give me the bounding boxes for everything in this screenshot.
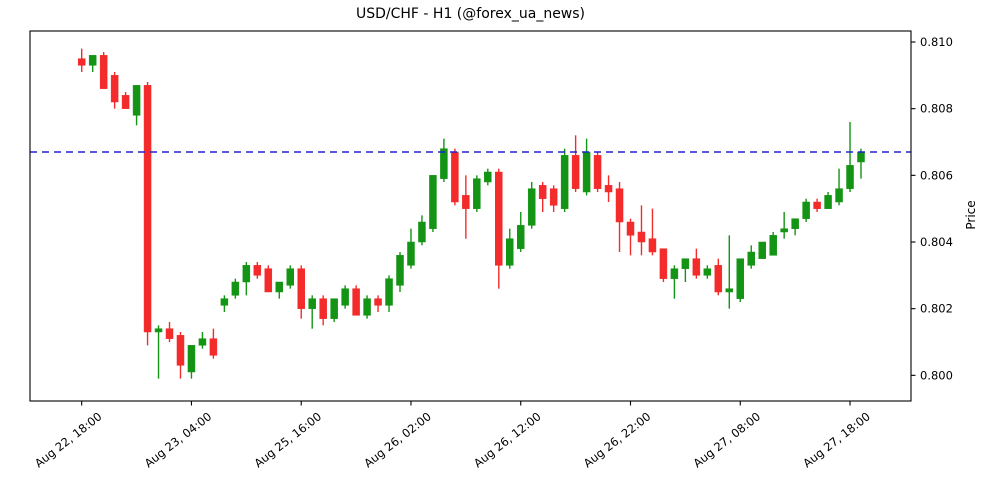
candle-down (615, 188, 624, 223)
candle-down (593, 155, 602, 189)
candle-down (77, 58, 86, 66)
candle-up (275, 281, 284, 293)
candle-up (308, 298, 316, 309)
candle-up (780, 228, 788, 233)
candle-down (319, 298, 327, 319)
time-tick-label: Aug 22, 18:00 (32, 409, 105, 470)
candle-up (582, 151, 591, 193)
candle-up (429, 175, 437, 229)
price-tick-label: 0.806 (920, 168, 953, 182)
candle-up (725, 288, 734, 293)
candle-down (110, 75, 119, 103)
candle-up (846, 165, 854, 189)
candle-up (440, 148, 448, 179)
candle-up (407, 241, 415, 266)
candle-down (264, 268, 273, 293)
candle-down (143, 85, 152, 333)
time-tick-label: Aug 23, 04:00 (142, 409, 215, 470)
candle-up (330, 298, 338, 319)
candle-down (253, 265, 262, 276)
candle-down (648, 238, 657, 253)
time-tick-label: Aug 26, 22:00 (581, 409, 654, 470)
candle-up (769, 235, 777, 256)
candle-down (99, 55, 108, 89)
candle-down (495, 171, 503, 266)
chart-title: USD/CHF - H1 (@forex_ua_news) (355, 6, 586, 22)
time-tick-label: Aug 25, 16:00 (251, 409, 324, 470)
candle-up (560, 155, 569, 209)
time-tick-label: Aug 26, 12:00 (471, 409, 544, 470)
candle-up (758, 241, 766, 259)
price-tick-label: 0.802 (920, 302, 953, 316)
candle-down (549, 188, 558, 206)
candle-up (396, 255, 404, 286)
candle-down (604, 185, 613, 193)
price-tick-label: 0.810 (920, 35, 953, 49)
candle-up (187, 345, 196, 373)
candle-up (132, 85, 141, 116)
candle-down (637, 231, 646, 243)
candle-up (341, 288, 349, 306)
candle-down (165, 328, 174, 339)
candle-down (297, 268, 305, 309)
candle-up (506, 238, 514, 266)
candle-up (835, 188, 843, 203)
candle-down (659, 248, 668, 279)
candle-up (385, 278, 393, 306)
candle-down (626, 221, 635, 236)
candle-up (703, 268, 712, 276)
plot-border (29, 30, 912, 402)
price-axis-label: Price (964, 200, 978, 230)
candle-down (813, 201, 821, 209)
candle-up (473, 178, 481, 209)
candle-down (538, 185, 547, 199)
candle-up (88, 55, 97, 66)
candle-up (736, 258, 745, 299)
candle-down (374, 298, 382, 306)
candle-down (176, 335, 185, 366)
time-tick-label: Aug 27, 18:00 (800, 409, 873, 470)
candle-up (681, 258, 690, 269)
price-tick-label: 0.800 (920, 368, 953, 382)
candle-down (121, 95, 130, 109)
candle-up (516, 225, 525, 249)
candle-down (462, 195, 470, 209)
candle-down (714, 265, 723, 293)
price-tick-label: 0.808 (920, 102, 953, 116)
candle-down (352, 288, 360, 316)
candle-up (418, 221, 426, 243)
time-tick-label: Aug 27, 08:00 (690, 409, 763, 470)
candle-up (857, 151, 865, 163)
time-tick-label: Aug 26, 02:00 (361, 409, 434, 470)
candle-down (571, 155, 580, 189)
candle-up (527, 188, 536, 226)
candle-up (242, 265, 251, 283)
candle-up (154, 328, 163, 333)
candle-up (484, 171, 492, 183)
candle-down (209, 338, 218, 356)
candle-up (363, 298, 371, 316)
candle-up (791, 218, 799, 229)
candle-up (670, 268, 679, 279)
candle-up (802, 201, 810, 219)
candle-down (692, 258, 701, 276)
candle-up (198, 338, 207, 346)
candle-up (220, 298, 229, 306)
candle-up (231, 281, 240, 296)
candle-up (286, 268, 294, 286)
candle-down (451, 151, 459, 203)
candle-up (747, 251, 755, 266)
candle-up (824, 195, 832, 209)
price-tick-label: 0.804 (920, 235, 953, 249)
